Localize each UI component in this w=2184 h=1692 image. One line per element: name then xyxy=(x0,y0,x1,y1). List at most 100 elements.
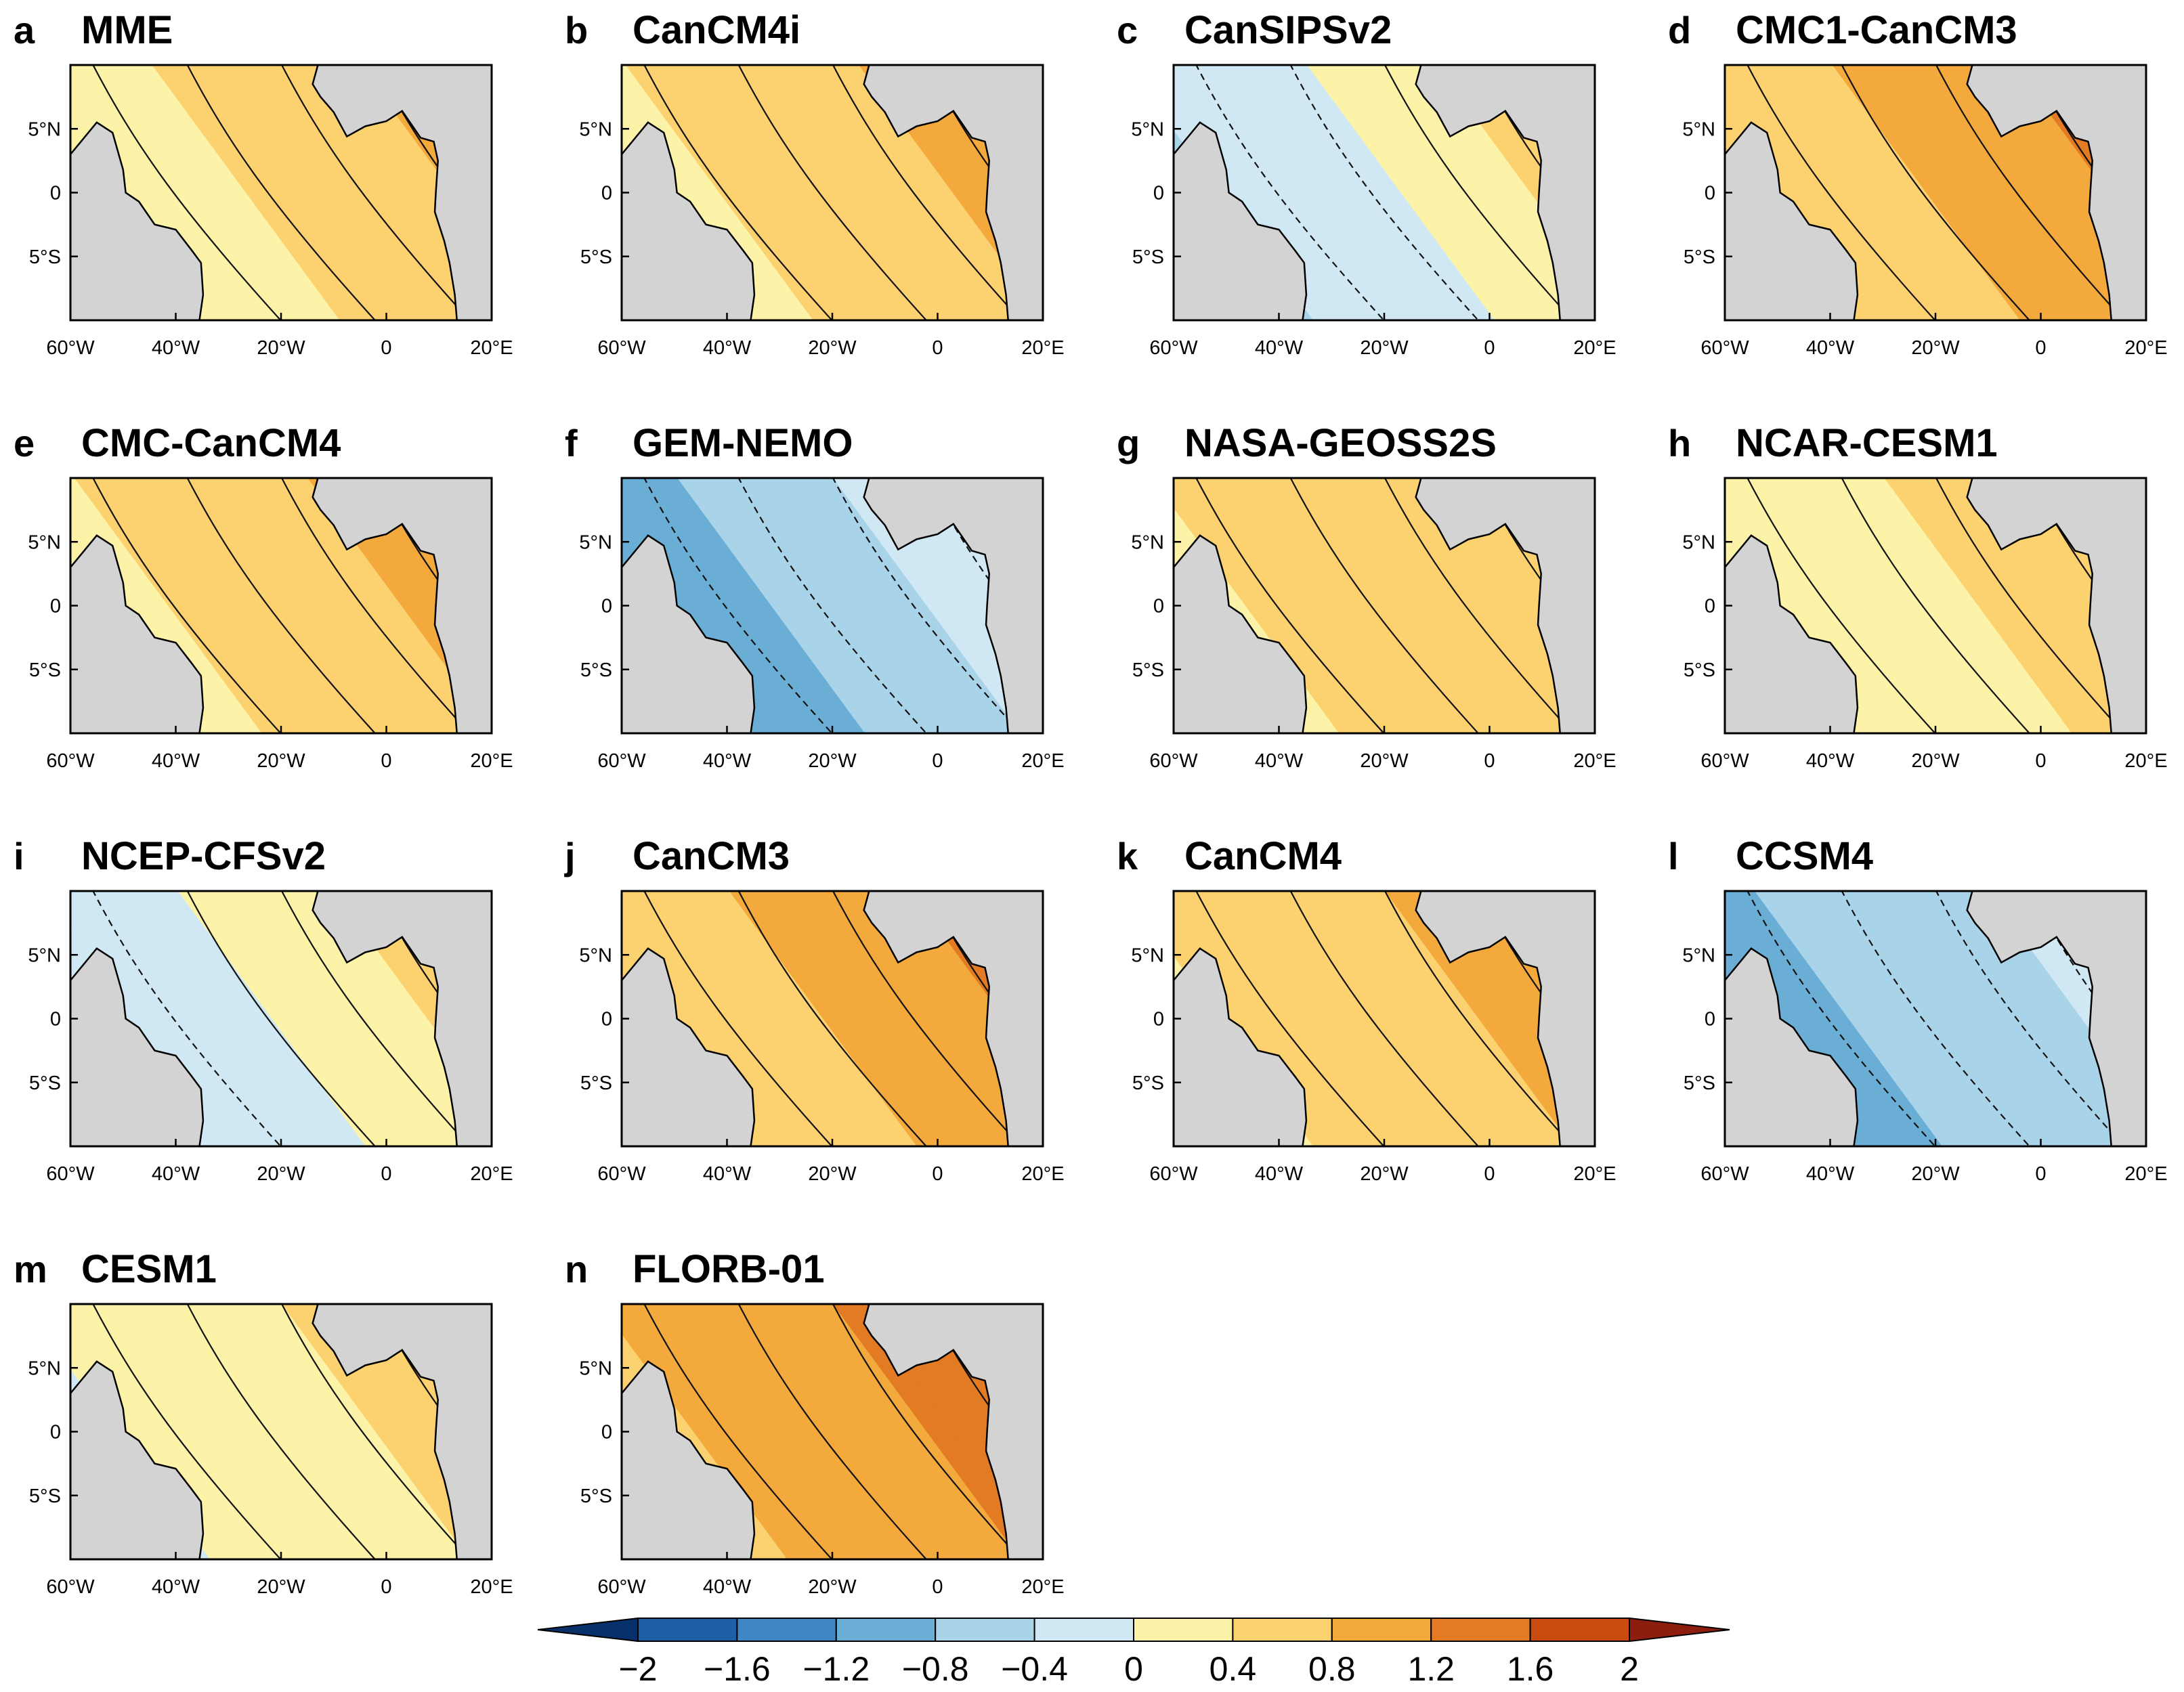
field-band xyxy=(152,65,367,320)
land-south-america xyxy=(622,891,756,1146)
y-tick-label: 5°N xyxy=(579,1358,612,1379)
field-band xyxy=(2143,478,2146,482)
y-tick-label: 5°S xyxy=(29,1485,61,1507)
field-band xyxy=(126,478,341,733)
x-tick-label: 20°W xyxy=(1360,337,1409,359)
field-band xyxy=(1358,891,1575,1146)
land-africa xyxy=(863,1304,1043,1559)
field-a xyxy=(70,65,492,320)
field-band xyxy=(281,65,492,320)
x-tick-label: 0 xyxy=(932,750,943,772)
field-band xyxy=(1307,478,1522,733)
field-band xyxy=(1754,478,1970,733)
panel-title: CMC1-CanCM3 xyxy=(1736,8,2017,52)
land-south-america xyxy=(1725,891,1859,1146)
colorbar-segment xyxy=(736,1618,837,1642)
land-south-america xyxy=(622,478,756,733)
x-tick-label: 20°W xyxy=(1360,750,1409,772)
panel-letter: f xyxy=(565,422,578,464)
field-band xyxy=(1255,478,1470,733)
land-africa xyxy=(863,65,1043,320)
field-band xyxy=(1255,891,1470,1146)
y-tick-label: 5°S xyxy=(1132,1072,1164,1094)
colorbar-segment xyxy=(1331,1618,1432,1642)
x-tick-label: 20°E xyxy=(1573,750,1616,772)
contour-line xyxy=(1195,891,1385,1146)
contour-line xyxy=(1935,65,2125,320)
x-tick-label: 20°W xyxy=(257,1576,305,1598)
panel-m: 60°W 40°W 20°W 0 20°E 5°N 0 5°S m CESM1 xyxy=(14,1247,513,1598)
field-i xyxy=(70,891,492,1146)
contour-line xyxy=(737,478,928,733)
y-tick-label: 5°S xyxy=(580,1485,612,1507)
land-africa xyxy=(312,478,492,733)
field-d xyxy=(1725,65,2146,320)
contour-line xyxy=(1289,478,1480,733)
field-band xyxy=(625,1304,841,1559)
x-tick-label: 60°W xyxy=(597,337,646,359)
panel-title: MME xyxy=(81,8,173,52)
panel-l: 60°W 40°W 20°W 0 20°E 5°N 0 5°S l CCSM4 xyxy=(1668,834,2168,1185)
colorbar-tick-label: −1.2 xyxy=(802,1650,870,1688)
field-band xyxy=(1143,1303,1359,1561)
colorbar-segment xyxy=(637,1618,738,1642)
field-band xyxy=(100,1304,316,1559)
field-band xyxy=(1307,891,1522,1146)
field-band xyxy=(1255,65,1470,320)
x-tick-label: 40°W xyxy=(1255,1163,1304,1185)
y-tick-label: 5°N xyxy=(28,532,61,553)
colorbar-tick-label: 2 xyxy=(1620,1650,1639,1688)
colorbar-segment xyxy=(1133,1618,1234,1642)
field-f xyxy=(622,478,1043,733)
x-tick-label: 0 xyxy=(1484,750,1495,772)
x-tick-label: 20°W xyxy=(257,1163,305,1185)
y-tick-label: 0 xyxy=(50,1009,61,1031)
field-band xyxy=(781,478,996,733)
field-band xyxy=(1333,65,1548,320)
field-band xyxy=(152,891,367,1146)
contour-line xyxy=(1747,65,1936,320)
land-south-america xyxy=(70,65,205,320)
field-band xyxy=(1203,478,1419,733)
contour-line xyxy=(832,478,1022,733)
panel-title: CESM1 xyxy=(81,1247,217,1291)
field-band xyxy=(255,1304,471,1559)
field-band xyxy=(255,478,471,733)
x-tick-label: 20°W xyxy=(808,750,857,772)
field-band xyxy=(255,891,471,1146)
x-tick-label: 40°W xyxy=(1806,750,1855,772)
y-tick-label: 5°N xyxy=(1682,118,1715,140)
land-africa xyxy=(312,65,492,320)
x-tick-label: 60°W xyxy=(1149,750,1198,772)
colorbar-segment xyxy=(935,1618,1035,1642)
y-tick-label: 5°N xyxy=(579,945,612,966)
colorbar-tick-label: 0.8 xyxy=(1308,1650,1356,1688)
field-band xyxy=(1411,478,1595,729)
x-tick-label: 20°E xyxy=(470,750,513,772)
y-tick-label: 5°S xyxy=(580,1072,612,1094)
land-south-america xyxy=(70,891,205,1146)
field-band xyxy=(1754,891,1970,1146)
contour-line xyxy=(1935,478,2125,733)
colorbar-tick-label: 1.6 xyxy=(1507,1650,1554,1688)
y-tick-label: 0 xyxy=(1705,1009,1715,1031)
field-band xyxy=(1858,65,2074,320)
contour-line xyxy=(737,1304,928,1559)
y-tick-label: 0 xyxy=(50,183,61,204)
panel-b: 60°W 40°W 20°W 0 20°E 5°N 0 5°S b CanCM4i xyxy=(565,8,1065,359)
x-tick-label: 20°E xyxy=(2124,337,2167,359)
field-band xyxy=(1780,478,1996,733)
land-south-america xyxy=(70,1304,205,1559)
x-tick-label: 40°W xyxy=(152,750,200,772)
panel-letter: a xyxy=(14,9,35,51)
x-tick-label: 20°W xyxy=(808,1163,857,1185)
field-band xyxy=(1177,65,1393,320)
field-band xyxy=(729,891,945,1146)
contour-line xyxy=(643,891,833,1146)
panel-letter: e xyxy=(14,422,35,464)
panel-title: CCSM4 xyxy=(1736,834,1873,878)
x-tick-label: 20°E xyxy=(470,1163,513,1185)
contour-line xyxy=(186,65,377,320)
contour-line xyxy=(1195,478,1385,733)
field-band xyxy=(1754,65,1970,320)
